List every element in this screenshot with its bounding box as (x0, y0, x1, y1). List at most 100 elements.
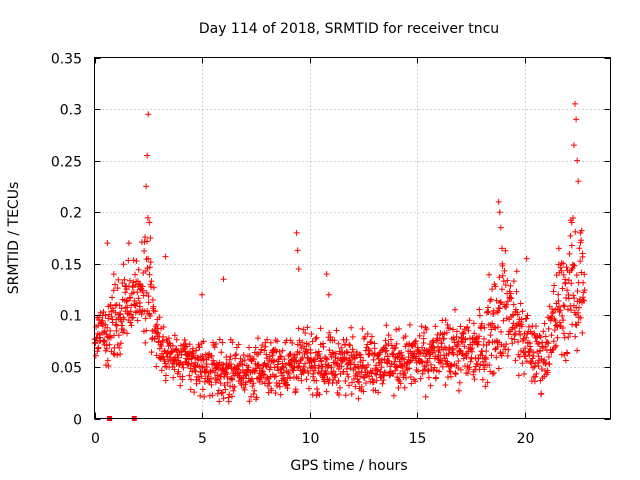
data-point (198, 373, 205, 380)
data-point (125, 257, 132, 264)
data-point (402, 333, 409, 340)
x-tick-label: 10 (302, 431, 320, 447)
data-point (125, 240, 132, 247)
data-point (544, 339, 551, 346)
data-point (509, 340, 516, 347)
data-point (242, 372, 249, 379)
data-point (136, 281, 143, 288)
data-point (484, 379, 491, 386)
y-axis-label: SRMTID / TECUs (6, 182, 22, 295)
data-point (327, 333, 334, 340)
data-point (114, 285, 121, 292)
data-point (530, 364, 537, 371)
data-point (276, 383, 283, 390)
data-point (146, 271, 153, 278)
data-point (142, 315, 149, 322)
data-point (323, 371, 330, 378)
data-point (409, 341, 416, 348)
data-point (510, 301, 517, 308)
data-point (496, 274, 503, 281)
data-point (499, 262, 506, 269)
data-point (242, 379, 249, 386)
data-point (182, 358, 189, 365)
data-point (102, 321, 109, 328)
data-point (310, 371, 317, 378)
data-point (278, 353, 285, 360)
data-point (348, 379, 355, 386)
data-point (153, 321, 160, 328)
data-point (481, 366, 488, 373)
data-point (261, 371, 268, 378)
data-point (296, 349, 303, 356)
data-point (556, 303, 563, 310)
data-point (171, 366, 178, 373)
data-point (452, 306, 459, 313)
data-point (455, 357, 462, 364)
data-point (524, 312, 531, 319)
data-point (480, 335, 487, 342)
data-point (279, 347, 286, 354)
data-point (233, 351, 240, 358)
data-point (103, 345, 110, 352)
data-point (209, 392, 216, 399)
data-point (527, 346, 534, 353)
data-point (392, 367, 399, 374)
data-point (305, 370, 312, 377)
data-point (395, 376, 402, 383)
data-point (516, 353, 523, 360)
data-point (433, 374, 440, 381)
data-point (216, 375, 223, 382)
data-point (516, 328, 523, 335)
data-point (343, 365, 350, 372)
data-point (336, 391, 343, 398)
data-point (500, 317, 507, 324)
data-point (546, 360, 553, 367)
data-point (226, 356, 233, 363)
data-point (248, 393, 255, 400)
data-point (120, 261, 127, 268)
data-point (109, 319, 116, 326)
data-point (538, 390, 545, 397)
data-point (555, 291, 562, 298)
data-point (522, 353, 529, 360)
data-point (246, 398, 253, 405)
data-point (326, 347, 333, 354)
data-point (272, 390, 279, 397)
data-point (121, 276, 128, 283)
data-point (429, 338, 436, 345)
data-point (388, 342, 395, 349)
data-point (390, 392, 397, 399)
data-point (399, 355, 406, 362)
data-point (310, 367, 317, 374)
data-point (490, 369, 497, 376)
data-point (284, 385, 291, 392)
data-point (262, 343, 269, 350)
data-point (335, 340, 342, 347)
data-point (503, 301, 510, 308)
data-point (386, 358, 393, 365)
data-point (505, 346, 512, 353)
data-point (145, 255, 152, 262)
data-point (240, 351, 247, 358)
data-point (201, 393, 208, 400)
data-point (481, 324, 488, 331)
data-point (254, 335, 261, 342)
data-point (191, 389, 198, 396)
data-point (228, 375, 235, 382)
data-point (128, 322, 135, 329)
data-point (466, 364, 473, 371)
data-point (295, 325, 302, 332)
data-point (563, 264, 570, 271)
data-point (515, 338, 522, 345)
data-point (495, 324, 502, 331)
data-point (443, 345, 450, 352)
data-point (581, 271, 588, 278)
data-point (414, 368, 421, 375)
data-point (229, 339, 236, 346)
data-point (580, 297, 587, 304)
data-point (156, 314, 163, 321)
x-tick-label: 5 (198, 431, 207, 447)
data-point (122, 289, 129, 296)
data-point (134, 317, 141, 324)
data-point (214, 372, 221, 379)
